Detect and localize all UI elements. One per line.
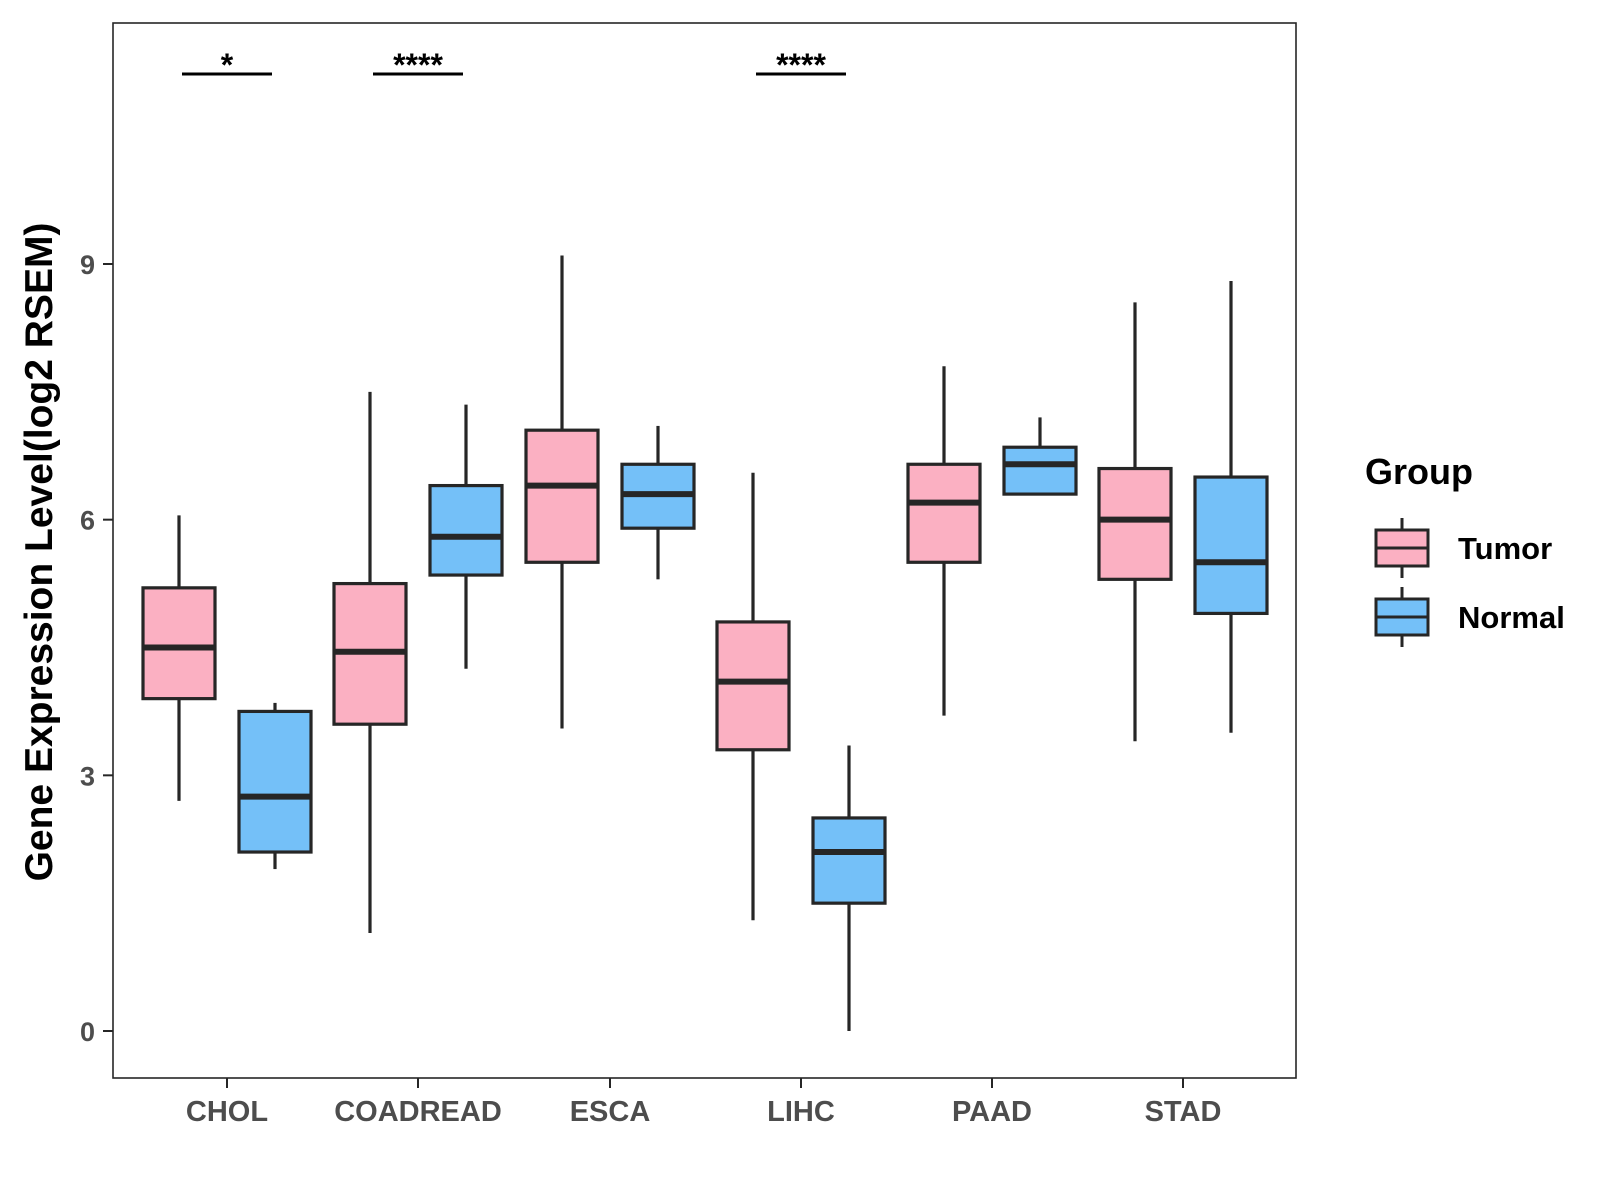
box-body bbox=[1002, 445, 1078, 496]
box-normal-stad bbox=[1193, 281, 1269, 733]
x-tick-label-stad: STAD bbox=[1145, 1096, 1222, 1128]
legend-label-tumor: Tumor bbox=[1458, 531, 1552, 566]
box-tumor-coadread bbox=[332, 391, 408, 933]
y-axis-title: Gene Expression Level(log2 RSEM) bbox=[18, 223, 61, 882]
significance-coadread: **** bbox=[373, 47, 463, 83]
x-tick-label-paad: PAAD bbox=[952, 1096, 1032, 1128]
boxes-layer bbox=[141, 255, 1269, 1031]
box-tumor-esca bbox=[524, 255, 600, 729]
x-tick-label-esca: ESCA bbox=[570, 1096, 651, 1128]
x-axis: CHOL COADREAD ESCA LIHC PAAD STAD bbox=[186, 1078, 1221, 1128]
box-body bbox=[1097, 466, 1173, 581]
y-tick-label: 6 bbox=[80, 506, 95, 536]
box-normal-esca bbox=[620, 425, 696, 580]
x-tick-label-lihc: LIHC bbox=[767, 1096, 835, 1128]
y-axis: 0 3 6 9 bbox=[80, 250, 113, 1047]
y-tick-label: 0 bbox=[80, 1017, 95, 1047]
box-body bbox=[428, 483, 504, 577]
box-body bbox=[141, 586, 217, 701]
box-normal-paad bbox=[1002, 417, 1078, 496]
legend-label-normal: Normal bbox=[1458, 600, 1565, 635]
box-body bbox=[237, 709, 313, 854]
y-tick-label: 9 bbox=[80, 250, 95, 280]
x-tick-label-chol: CHOL bbox=[186, 1096, 268, 1128]
box-normal-chol bbox=[237, 702, 313, 870]
legend-item-tumor: Tumor bbox=[1374, 518, 1552, 578]
significance-chol: * bbox=[182, 47, 272, 83]
significance-label: **** bbox=[776, 47, 826, 83]
y-tick-label: 3 bbox=[80, 761, 95, 791]
box-tumor-paad bbox=[906, 366, 982, 716]
legend-item-normal: Normal bbox=[1374, 587, 1565, 647]
box-tumor-lihc bbox=[715, 472, 791, 921]
significance-label: * bbox=[221, 47, 234, 83]
legend-title: Group bbox=[1365, 451, 1473, 492]
box-body bbox=[1193, 475, 1269, 616]
box-tumor-chol bbox=[141, 515, 217, 801]
box-body bbox=[524, 428, 600, 564]
box-normal-coadread bbox=[428, 404, 504, 669]
legend: Group Tumor Normal bbox=[1365, 451, 1565, 647]
box-body bbox=[715, 620, 791, 752]
significance-lihc: **** bbox=[756, 47, 846, 83]
x-tick-label-coadread: COADREAD bbox=[334, 1096, 502, 1128]
plot-panel-border bbox=[112, 22, 1297, 1079]
significance-layer: * **** **** bbox=[182, 47, 846, 83]
box-normal-lihc bbox=[811, 745, 887, 1031]
box-tumor-stad bbox=[1097, 302, 1173, 742]
box-body bbox=[811, 816, 887, 905]
significance-label: **** bbox=[393, 47, 443, 83]
box-body bbox=[906, 462, 982, 564]
